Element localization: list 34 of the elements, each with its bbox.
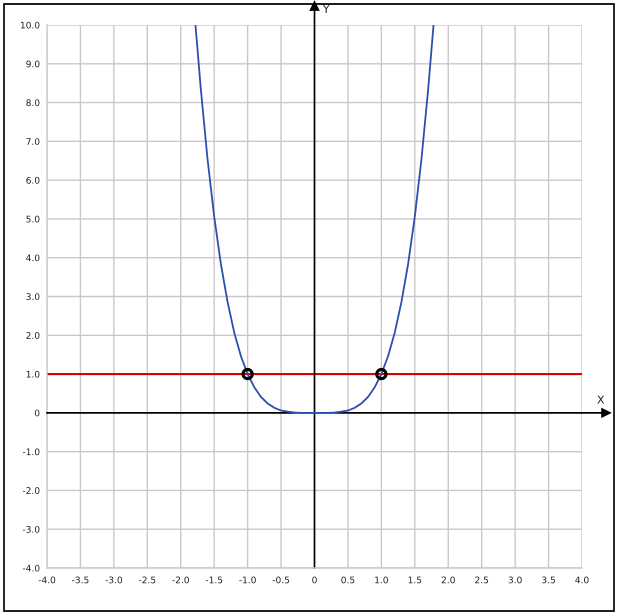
x-tick-label: 2.0 xyxy=(442,576,455,584)
x-tick-label: -0.5 xyxy=(272,576,290,584)
y-tick-label: 10.0 xyxy=(20,22,40,29)
x-axis-title: X xyxy=(597,396,604,404)
x-tick-label: 1.5 xyxy=(408,576,422,584)
y-tick-label: 8.0 xyxy=(26,99,40,106)
y-tick-label: -4.0 xyxy=(22,564,40,572)
y-tick-label: 0 xyxy=(34,410,40,416)
x-tick-label: 2.5 xyxy=(475,576,488,584)
y-tick-label: 6.0 xyxy=(26,176,40,184)
y-tick-label: 7.0 xyxy=(26,138,40,145)
y-tick-label: 3.0 xyxy=(26,293,40,300)
y-tick-label: -1.0 xyxy=(22,448,40,456)
y-tick-label: 1.0 xyxy=(26,370,40,378)
x-tick-label: 0.5 xyxy=(341,576,354,584)
y-tick-label: 5.0 xyxy=(26,216,40,222)
x-tick-label: 0 xyxy=(312,576,317,584)
y-axis-title: Y xyxy=(322,4,330,13)
x-tick-label: -1.5 xyxy=(206,576,222,584)
y-tick-label: 9.0 xyxy=(26,60,40,68)
x-tick-label: 1.0 xyxy=(375,576,388,584)
x-tick-label: -3.5 xyxy=(72,576,88,584)
y-tick-label: 2.0 xyxy=(26,332,40,339)
x-tick-label: -3.0 xyxy=(106,576,122,584)
x-tick-label: -2.0 xyxy=(172,576,189,584)
x-tick-label: -4.0 xyxy=(38,576,56,584)
x-tick-label: 4.0 xyxy=(575,576,589,584)
y-tick-label: -2.0 xyxy=(22,487,40,494)
x-tick-label: 3.5 xyxy=(542,576,555,584)
x-tick-label: -1.0 xyxy=(239,576,256,584)
x-tick-label: 3.0 xyxy=(508,576,522,584)
y-tick-label: -3.0 xyxy=(22,526,40,533)
x-tick-label: -2.5 xyxy=(138,576,156,584)
y-tick-label: 4.0 xyxy=(26,254,40,262)
